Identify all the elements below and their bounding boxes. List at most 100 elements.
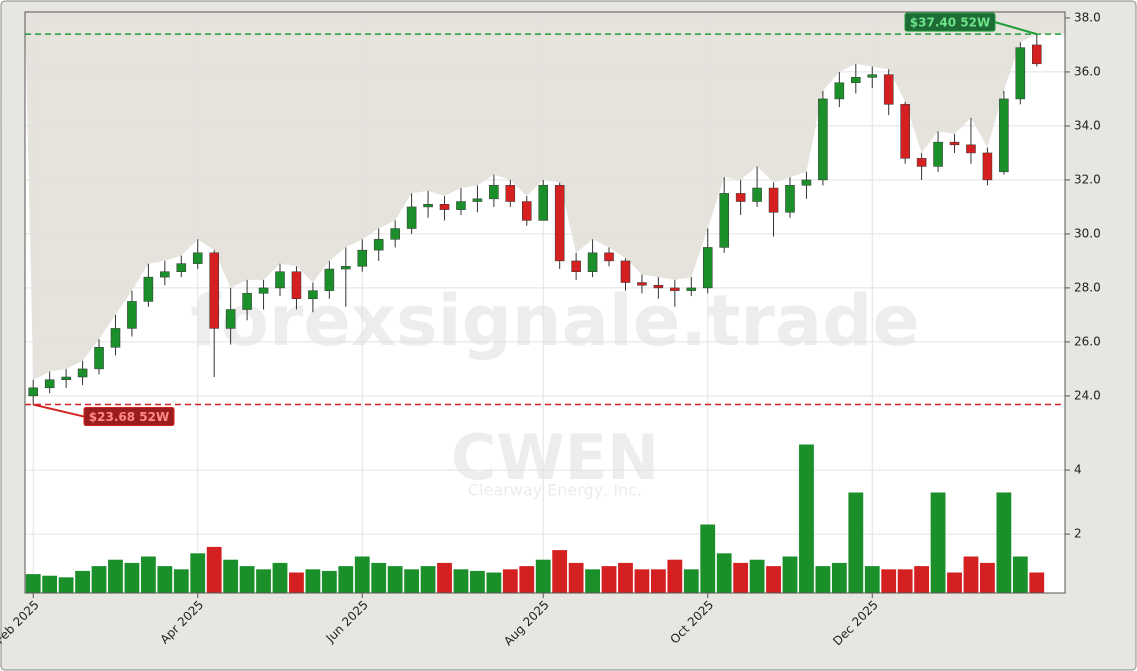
volume-bar — [716, 553, 732, 593]
candle-body — [752, 187, 762, 202]
candle-body — [900, 104, 910, 159]
candle-body — [225, 309, 236, 329]
volume-bar — [321, 570, 337, 593]
annotation-arrow — [32, 403, 85, 418]
volume-bar — [749, 559, 765, 593]
volume-bar — [667, 559, 683, 593]
candle-body — [653, 284, 664, 289]
volume-bar — [963, 556, 979, 593]
volume-bar — [140, 556, 156, 593]
candle-body — [44, 379, 55, 389]
candle-body — [505, 185, 516, 202]
volume-bar — [338, 566, 354, 593]
candle-body — [176, 263, 187, 272]
candle-body — [801, 179, 812, 186]
annotation-label: $37.40 52W — [910, 16, 990, 30]
y-tick-label: 26.0 — [1074, 334, 1101, 348]
volume-bar — [42, 575, 58, 593]
candle-body — [258, 287, 269, 294]
candle-body — [949, 141, 960, 146]
candle-body — [785, 185, 795, 213]
candle-body — [719, 193, 729, 248]
candle-body — [670, 287, 680, 291]
candle-body — [818, 98, 828, 181]
candle-body — [768, 187, 779, 213]
volume-bar — [206, 546, 222, 593]
candle-body — [604, 252, 614, 262]
volume-bar — [486, 572, 502, 593]
candle-body — [456, 201, 466, 210]
candle-body — [867, 74, 878, 78]
volume-bar — [305, 569, 321, 593]
candle-body — [357, 249, 368, 267]
volume-bar — [897, 569, 913, 593]
volume-bar — [75, 570, 90, 593]
y-tick-label: 38.0 — [1074, 10, 1101, 24]
volume-bar — [437, 562, 452, 593]
volume-bar — [601, 566, 617, 593]
volume-bar — [404, 569, 420, 593]
watermark: Clearway Energy, Inc. — [468, 481, 642, 500]
candle-body — [308, 290, 318, 299]
watermark: CWEN — [451, 421, 659, 494]
volume-bar — [91, 566, 107, 593]
candle-body — [686, 287, 697, 291]
volume-bar — [799, 444, 814, 593]
candle-body — [982, 152, 993, 181]
candle-body — [851, 77, 861, 83]
candle-body — [472, 198, 483, 202]
candle-body — [1032, 44, 1042, 65]
volume-bar — [420, 566, 436, 593]
candle-body — [143, 276, 154, 302]
plot-border — [24, 11, 1066, 594]
candle-body — [522, 201, 532, 221]
volume-bar — [650, 569, 666, 593]
volume-bar — [980, 562, 995, 593]
candle-body — [110, 328, 121, 348]
volume-bar — [848, 492, 864, 593]
annotation-label: $23.68 52W — [89, 410, 169, 424]
candle-body — [77, 368, 88, 378]
volume-bar — [552, 550, 568, 593]
volume-bar — [256, 569, 271, 593]
candle-body — [275, 271, 285, 289]
volume-bar — [766, 566, 781, 593]
volume-bar — [124, 562, 140, 593]
volume-bar — [108, 559, 123, 593]
y-tick-label: 32.0 — [1074, 172, 1101, 186]
candle-body — [587, 252, 598, 272]
volume-bar — [930, 492, 946, 593]
volume-bar — [1012, 556, 1028, 593]
candle-body — [127, 301, 137, 329]
volume-bar — [568, 562, 584, 593]
volume-bar — [585, 569, 600, 593]
volume-bar — [815, 566, 831, 593]
volume-bar — [239, 566, 255, 593]
y-tick-label: 30.0 — [1074, 226, 1101, 240]
candle-body — [933, 141, 943, 167]
volume-bar — [864, 566, 880, 593]
volume-bar — [173, 569, 189, 593]
y2-tick-label: 4 — [1074, 463, 1082, 477]
candle-body — [735, 193, 746, 202]
volume-bar — [272, 562, 288, 593]
volume-bar — [831, 562, 847, 593]
candle-body — [834, 82, 845, 100]
annotation-box — [904, 12, 996, 32]
volume-bar — [1029, 572, 1045, 593]
candle-body — [554, 185, 565, 262]
volume-bar — [157, 566, 173, 593]
volume-bar — [25, 574, 41, 593]
candle-body — [406, 206, 417, 229]
volume-bar — [700, 524, 716, 593]
volume-bar — [289, 572, 304, 593]
candle-body — [192, 252, 203, 264]
volume-bar — [881, 569, 897, 593]
volume-bar — [223, 559, 239, 593]
volume-bar — [453, 569, 469, 593]
candle-body — [439, 203, 450, 210]
candle-body — [538, 185, 548, 221]
candle-body — [242, 293, 252, 310]
volume-bar — [190, 553, 206, 593]
